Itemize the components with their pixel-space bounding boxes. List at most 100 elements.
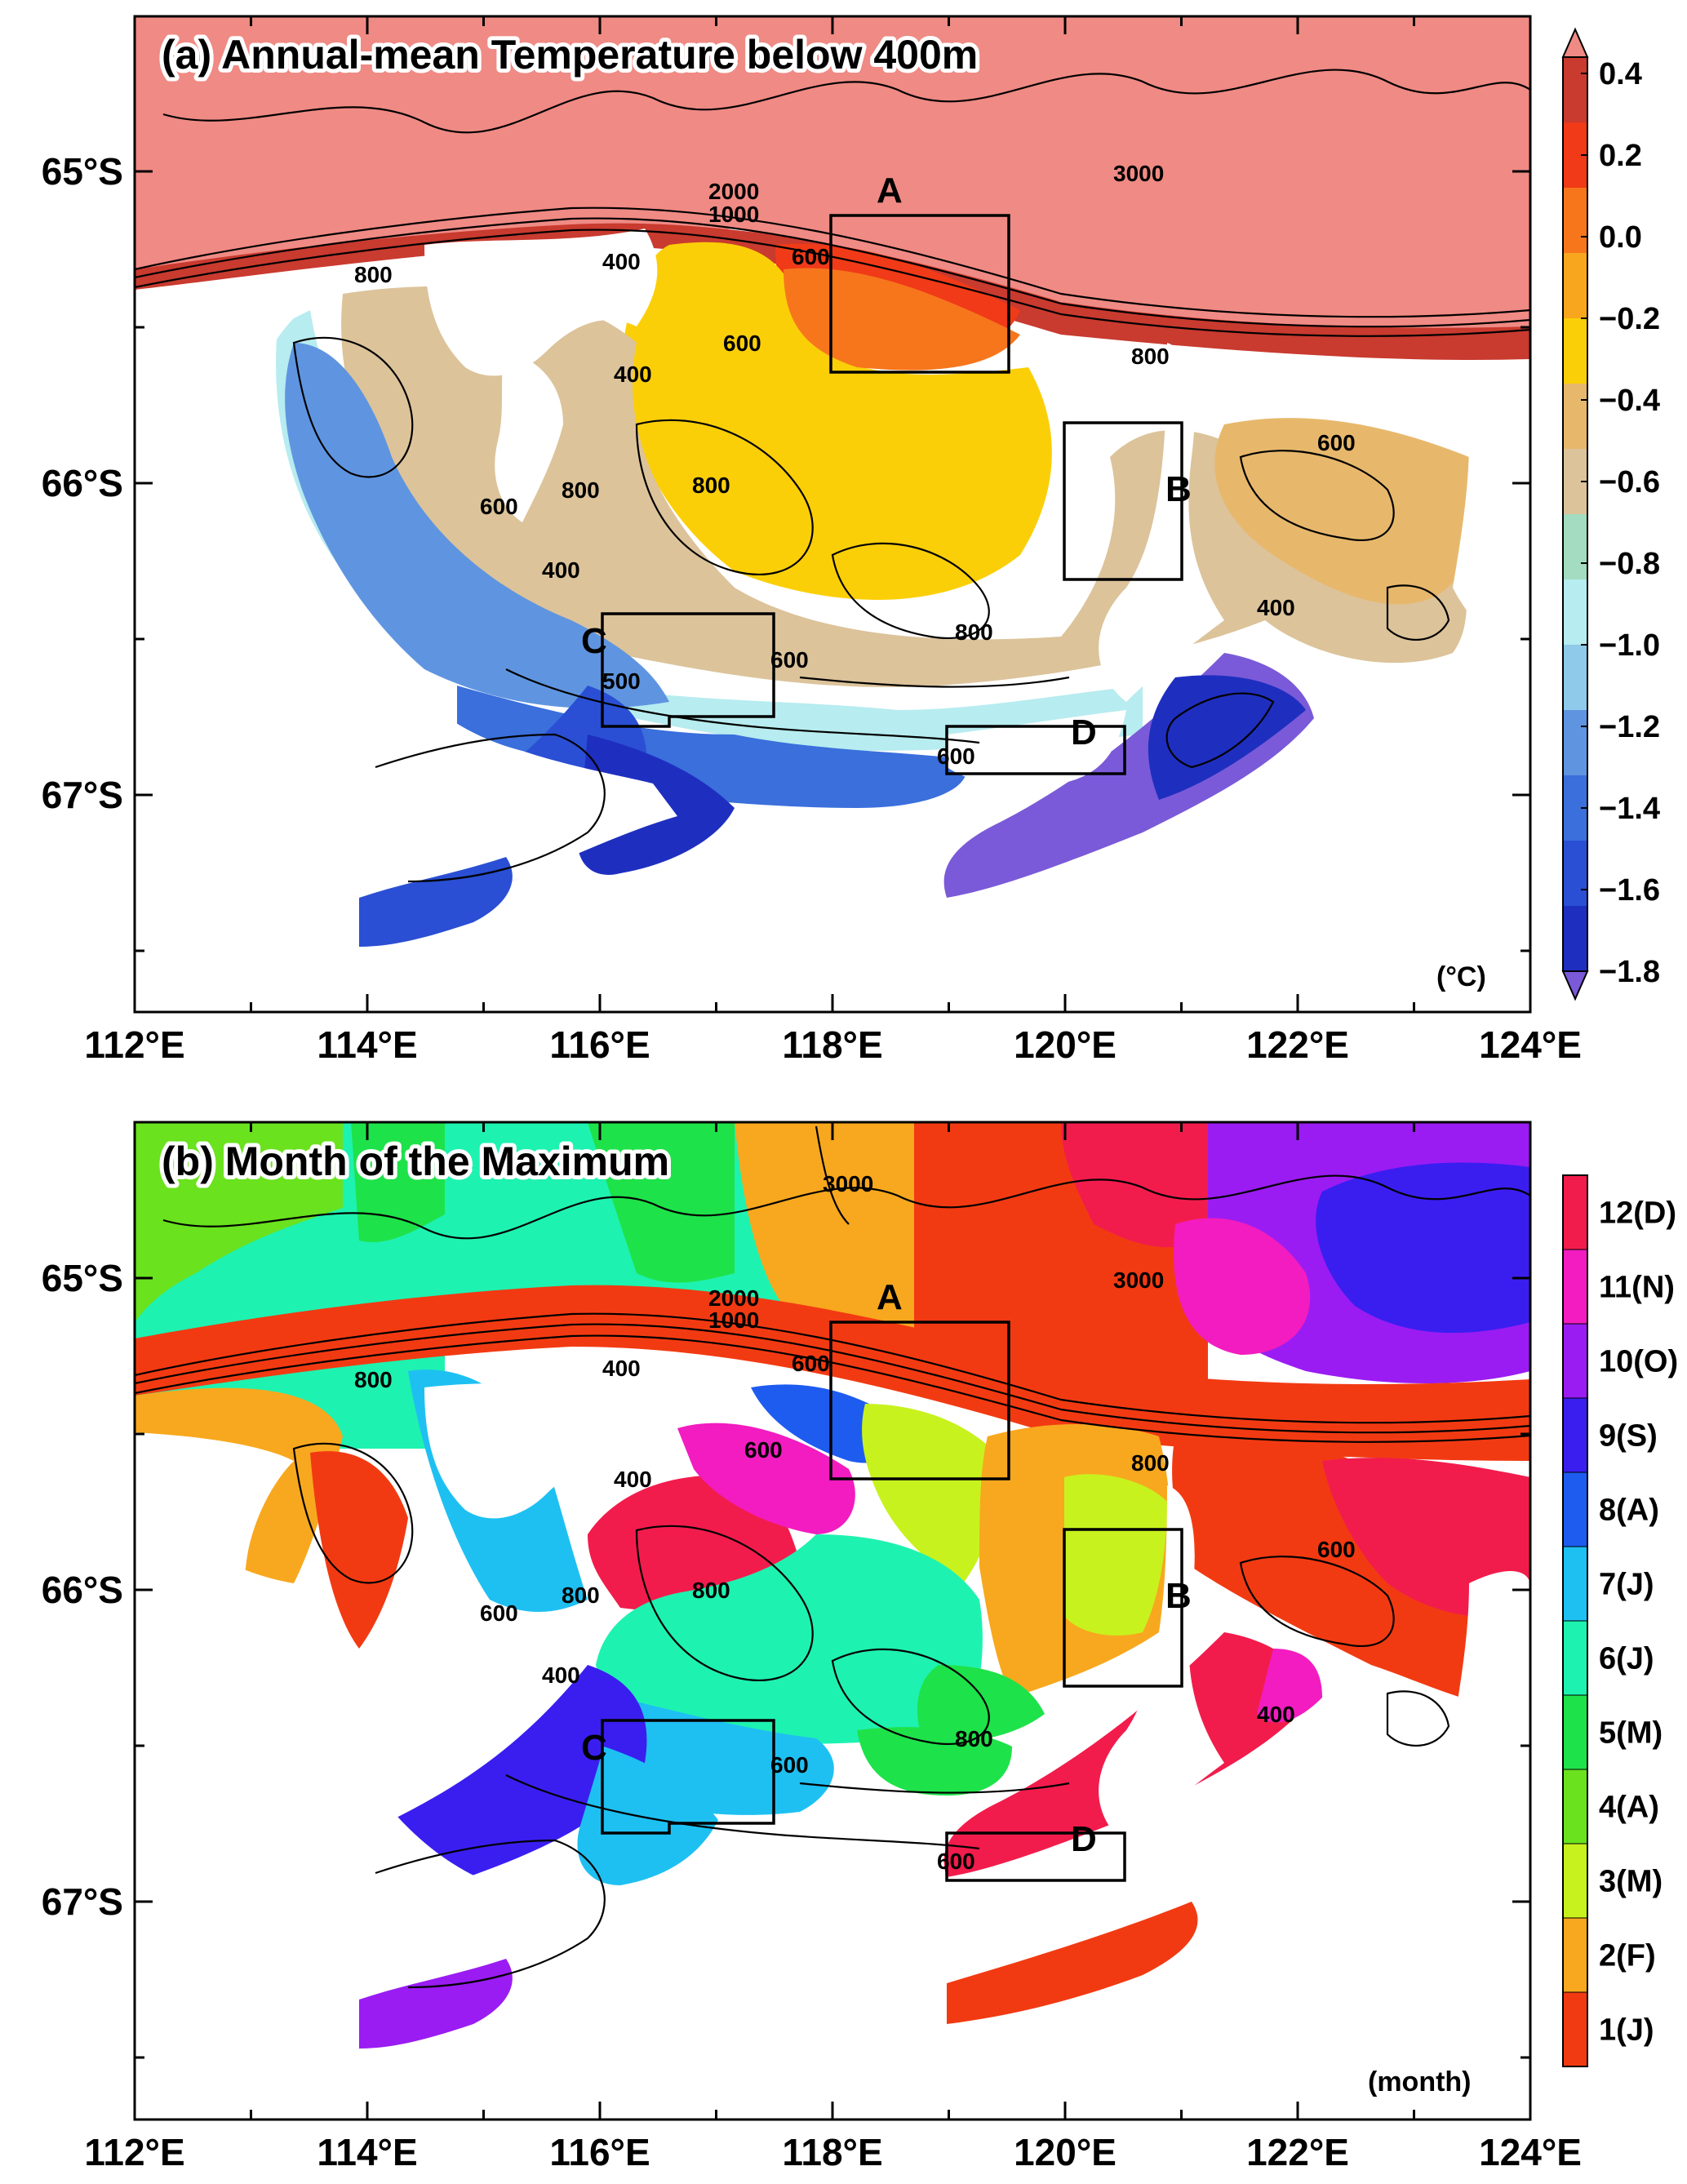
contour-label: 600 — [723, 331, 761, 356]
colorbar-block — [1563, 645, 1587, 710]
y-tick-label: 65°S — [42, 1257, 123, 1299]
colorbar-label: 11(N) — [1599, 1271, 1675, 1305]
contour-label: 800 — [692, 1578, 730, 1603]
contour-label: 800 — [354, 1367, 393, 1392]
x-tick-label: 114°E — [317, 2131, 417, 2173]
contour-label: 1000 — [708, 202, 759, 227]
colorbar-block — [1563, 384, 1587, 449]
panel-a-unit: (°C) — [1436, 961, 1486, 992]
panel-a-region-boxes — [601, 214, 1183, 775]
region-label-d: D — [1071, 712, 1097, 752]
contour-label: 600 — [792, 1351, 830, 1376]
panel-a-field: 2000 1000 3000 800 400 600 400 600 800 8… — [135, 16, 1530, 1012]
panel-b-region-boxes — [601, 1321, 1183, 1882]
panel-a-contour-labels: 2000 1000 3000 800 400 600 400 600 800 8… — [354, 161, 1356, 769]
x-tick-label: 116°E — [549, 2131, 650, 2173]
colorbar-label: 0.4 — [1599, 57, 1642, 91]
x-tick-label: 114°E — [317, 1023, 417, 1066]
region-box-d — [945, 1831, 1126, 1882]
y-tick-label: 67°S — [42, 1880, 123, 1923]
colorbar-block — [1562, 1694, 1588, 1770]
colorbar-label: 9(S) — [1599, 1419, 1658, 1454]
colorbar-block — [1562, 1397, 1588, 1473]
region-box-a — [829, 1321, 1010, 1480]
colorbar-label: 7(J) — [1599, 1568, 1654, 1602]
colorbar-block — [1563, 57, 1587, 122]
colorbar-label: 5(M) — [1599, 1716, 1663, 1751]
x-tick-label: 116°E — [549, 1023, 650, 1066]
x-tick-label: 122°E — [1246, 1023, 1349, 1066]
contour-label: 800 — [354, 262, 393, 287]
contour-label: 800 — [1131, 344, 1170, 369]
x-tick-label: 122°E — [1246, 2131, 1349, 2173]
contour-label: 400 — [614, 362, 652, 387]
contour-label: 3000 — [823, 1171, 873, 1196]
colorbar-label: −1.0 — [1599, 628, 1660, 663]
contour-label: 600 — [792, 244, 830, 269]
region-label-a: A — [877, 1277, 903, 1317]
panel-b-field: 2000 1000 3000 3000 800 400 600 400 600 … — [135, 1122, 1530, 2120]
colorbar-block — [1562, 1249, 1588, 1325]
colorbar-block — [1562, 1174, 1588, 1250]
contour-label: 3000 — [1113, 1267, 1164, 1293]
colorbar-block — [1562, 1769, 1588, 1844]
contour-label: 800 — [562, 1583, 600, 1608]
x-tick-label: 120°E — [1014, 1023, 1117, 1066]
contour-label: 600 — [1317, 430, 1356, 455]
panel-b-contour-labels: 2000 1000 3000 3000 800 400 600 400 600 … — [354, 1171, 1356, 1874]
colorbar-label: 6(J) — [1599, 1642, 1654, 1676]
contour-label: 600 — [744, 1437, 783, 1463]
x-tick-label: 112°E — [84, 1023, 184, 1066]
contour-label: 600 — [480, 1600, 518, 1626]
contour-label: 400 — [614, 1467, 652, 1492]
region-box-c — [601, 1719, 775, 1835]
x-tick-label: 118°E — [782, 1023, 882, 1066]
contour-label: 400 — [1257, 595, 1295, 620]
x-tick-label: 120°E — [1014, 2131, 1117, 2173]
colorbar-frame — [1562, 1174, 1588, 2067]
x-tick-label: 118°E — [782, 2131, 882, 2173]
panel-a-temperature-map: 2000 1000 3000 800 400 600 400 600 800 8… — [133, 15, 1532, 1014]
region-box-b — [1063, 1528, 1183, 1688]
colorbar-block — [1562, 1917, 1588, 1993]
colorbar-block — [1562, 1546, 1588, 1622]
contour-label: 3000 — [1113, 161, 1164, 186]
colorbar-block — [1563, 188, 1587, 253]
contour-label: 2000 — [708, 179, 759, 204]
colorbar-block — [1563, 514, 1587, 579]
colorbar-label: 8(A) — [1599, 1494, 1659, 1528]
x-tick-label: 112°E — [84, 2131, 184, 2173]
contour-label: 800 — [955, 619, 993, 645]
contour-label: 400 — [542, 557, 580, 583]
contour-label: 600 — [770, 647, 809, 673]
region-box-a — [829, 214, 1010, 374]
y-tick-label: 65°S — [42, 150, 123, 193]
x-tick-label: 124°E — [1479, 1023, 1582, 1066]
colorbar-end-top — [1561, 27, 1589, 58]
colorbar-block — [1563, 906, 1587, 971]
colorbar-label: −1.8 — [1599, 955, 1660, 989]
region-label-b: B — [1165, 469, 1192, 509]
y-tick-label: 67°S — [42, 774, 123, 816]
contour-label: 400 — [602, 249, 641, 274]
panel-b-bathymetry-contours — [135, 1125, 1530, 1989]
colorbar-label: 4(A) — [1599, 1791, 1659, 1825]
colorbar-block — [1562, 1620, 1588, 1696]
region-label-d: D — [1071, 1819, 1097, 1859]
region-box-c — [601, 612, 775, 728]
colorbar-label: 10(O) — [1599, 1345, 1678, 1379]
region-label-a: A — [877, 171, 903, 211]
panel-b-colorbar: 12(D) 11(N) 10(O) 9(S) 8(A) 7(J) 6(J) 5(M) 4(A) 3… — [1562, 1174, 1678, 2067]
contour-label: 400 — [1257, 1702, 1295, 1727]
colorbar-block — [1563, 841, 1587, 906]
colorbar-label: −0.4 — [1599, 384, 1660, 418]
colorbar-block — [1563, 579, 1587, 645]
panel-b-month-map: 2000 1000 3000 3000 800 400 600 400 600 … — [133, 1121, 1532, 2121]
region-box-b — [1063, 421, 1183, 581]
colorbar-label: −0.2 — [1599, 302, 1660, 336]
colorbar-end-bottom — [1561, 970, 1589, 1001]
colorbar-label: 0.2 — [1599, 139, 1642, 173]
contour-label: 800 — [1131, 1450, 1170, 1476]
colorbar-block — [1563, 710, 1587, 775]
